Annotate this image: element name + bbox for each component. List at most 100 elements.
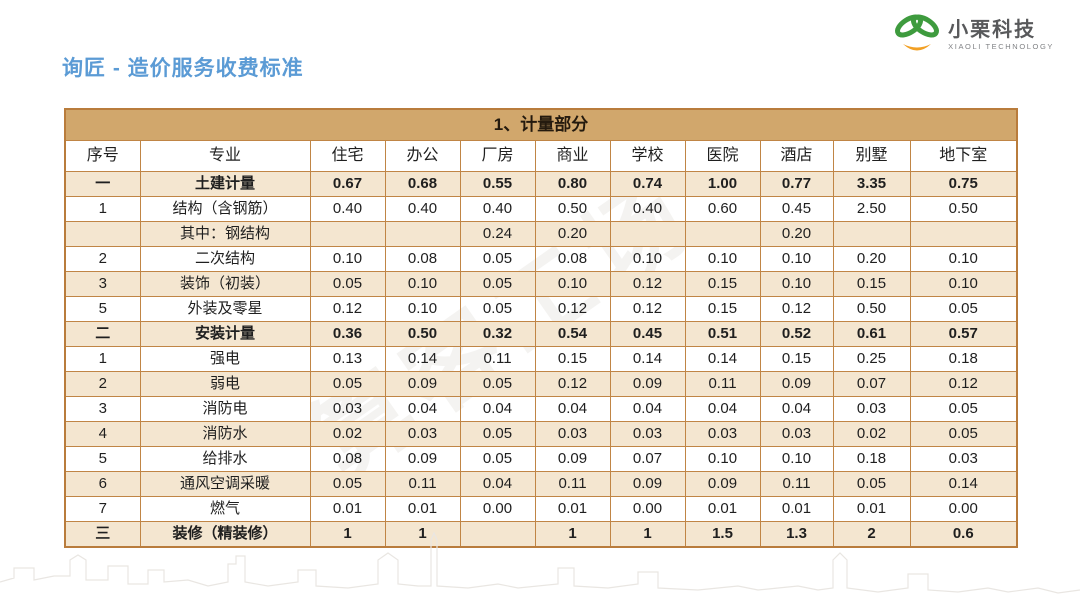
cell-value-3: 1 [534, 521, 611, 548]
cell-value-8: 0.00 [909, 496, 1018, 522]
cell-value-5: 0.04 [684, 396, 761, 422]
cell-value-3: 0.12 [534, 371, 611, 397]
cell-value-1: 0.68 [384, 171, 461, 197]
cell-value-3: 0.15 [534, 346, 611, 372]
cell-value-4: 0.40 [609, 196, 686, 222]
cell-value-0: 0.36 [309, 321, 386, 347]
cell-row-number: 7 [64, 496, 141, 522]
cell-specialty: 燃气 [139, 496, 311, 522]
cell-value-3: 0.09 [534, 446, 611, 472]
cell-value-6: 0.01 [759, 496, 834, 522]
cell-value-2: 0.11 [459, 346, 536, 372]
cell-row-number: 三 [64, 521, 141, 548]
cell-value-8: 0.05 [909, 421, 1018, 447]
table-row: 5 给排水 0.08 0.09 0.05 0.09 0.07 0.10 0.10 0.18 0.03 [64, 446, 1018, 472]
cell-specialty: 二次结构 [139, 246, 311, 272]
cell-value-5: 0.14 [684, 346, 761, 372]
cell-value-6: 0.77 [759, 171, 834, 197]
table-row: 7 燃气 0.01 0.01 0.00 0.01 0.00 0.01 0.01 0.01 0.00 [64, 496, 1018, 522]
table-row: 一土建计量 0.67 0.68 0.55 0.80 0.74 1.00 0.77 3.35 0.7… [64, 171, 1018, 197]
cell-row-number: 1 [64, 196, 141, 222]
column-header-7: 医院 [684, 140, 761, 172]
cell-value-6: 0.11 [759, 471, 834, 497]
city-skyline-graphic [0, 531, 1080, 594]
cell-value-0: 0.67 [309, 171, 386, 197]
cell-value-2: 0.05 [459, 446, 536, 472]
cell-specialty: 结构（含钢筋） [139, 196, 311, 222]
company-logo: 小栗科技 XIAOLI TECHNOLOGY [893, 10, 1054, 61]
cell-value-7: 0.01 [832, 496, 911, 522]
cell-value-3: 0.04 [534, 396, 611, 422]
cell-specialty: 给排水 [139, 446, 311, 472]
cell-value-0: 0.13 [309, 346, 386, 372]
cell-value-4: 0.00 [609, 496, 686, 522]
cell-value-7: 0.15 [832, 271, 911, 297]
table-row: 3 消防电 0.03 0.04 0.04 0.04 0.04 0.04 0.04 0.03 0.05 [64, 396, 1018, 422]
cell-value-1: 0.08 [384, 246, 461, 272]
cell-value-8: 0.10 [909, 246, 1018, 272]
cell-value-2: 0.05 [459, 421, 536, 447]
cell-value-6: 0.52 [759, 321, 834, 347]
cell-specialty: 通风空调采暖 [139, 471, 311, 497]
logo-name-cn: 小栗科技 [948, 19, 1037, 42]
cell-value-2: 0.04 [459, 471, 536, 497]
cell-value-3: 0.01 [534, 496, 611, 522]
cell-value-0: 0.05 [309, 271, 386, 297]
cell-value-3: 0.11 [534, 471, 611, 497]
column-header-0: 序号 [64, 140, 141, 172]
cell-row-number: 3 [64, 396, 141, 422]
cell-specialty: 强电 [139, 346, 311, 372]
column-header-6: 学校 [609, 140, 686, 172]
cell-value-6: 0.20 [759, 221, 834, 247]
table-row: 二安装计量 0.36 0.50 0.32 0.54 0.45 0.51 0.52 0.61 0.5… [64, 321, 1018, 347]
cell-value-6: 1.3 [759, 521, 834, 548]
cell-value-4: 0.74 [609, 171, 686, 197]
table-section-row: 1、计量部分 [64, 108, 1018, 141]
table-row: 3 装饰（初装） 0.05 0.10 0.05 0.10 0.12 0.15 0.10 0.15 0… [64, 271, 1018, 297]
cell-value-4: 0.45 [609, 321, 686, 347]
cell-value-4: 0.04 [609, 396, 686, 422]
cell-value-4: 0.14 [609, 346, 686, 372]
cell-value-7: 3.35 [832, 171, 911, 197]
cell-value-2: 0.55 [459, 171, 536, 197]
cell-value-1: 0.09 [384, 446, 461, 472]
cell-value-2: 0.32 [459, 321, 536, 347]
cell-value-6: 0.10 [759, 271, 834, 297]
cell-value-0: 0.12 [309, 296, 386, 322]
cell-value-8: 0.50 [909, 196, 1018, 222]
cell-value-7: 0.61 [832, 321, 911, 347]
table-row: 4 消防水 0.02 0.03 0.05 0.03 0.03 0.03 0.03 0.02 0.05 [64, 421, 1018, 447]
cell-value-5: 0.01 [684, 496, 761, 522]
cell-row-number: 2 [64, 246, 141, 272]
cell-value-7: 0.07 [832, 371, 911, 397]
table-row: 5 外装及零星 0.12 0.10 0.05 0.12 0.12 0.15 0.12 0.50 0.… [64, 296, 1018, 322]
cell-row-number: 二 [64, 321, 141, 347]
cell-value-3: 0.80 [534, 171, 611, 197]
cell-value-6: 0.10 [759, 446, 834, 472]
cell-value-6: 0.12 [759, 296, 834, 322]
table-row: 1 强电 0.13 0.14 0.11 0.15 0.14 0.14 0.15 0.25 0.18 [64, 346, 1018, 372]
column-header-8: 酒店 [759, 140, 834, 172]
column-header-4: 厂房 [459, 140, 536, 172]
cell-value-8 [909, 221, 1018, 247]
column-header-9: 别墅 [832, 140, 911, 172]
cell-value-3: 0.03 [534, 421, 611, 447]
cell-value-1: 0.01 [384, 496, 461, 522]
cell-value-8: 0.05 [909, 296, 1018, 322]
cell-value-8: 0.18 [909, 346, 1018, 372]
cell-value-7 [832, 221, 911, 247]
cell-row-number: 6 [64, 471, 141, 497]
table-row: 6 通风空调采暖 0.05 0.11 0.04 0.11 0.09 0.09 0.11 0.05 0… [64, 471, 1018, 497]
cell-value-1: 0.10 [384, 296, 461, 322]
cell-value-7: 2 [832, 521, 911, 548]
fee-table: 1、计量部分 序号 专业 住宅 办公 厂房 商业 学校 医院 酒店 别墅 地下室一土建计量 0.67 0.… [64, 108, 1019, 548]
cell-value-5: 1.00 [684, 171, 761, 197]
column-header-5: 商业 [534, 140, 611, 172]
cell-row-number: 5 [64, 446, 141, 472]
cell-value-5: 0.51 [684, 321, 761, 347]
cell-value-7: 0.25 [832, 346, 911, 372]
column-header-2: 住宅 [309, 140, 386, 172]
cell-value-4: 1 [609, 521, 686, 548]
cell-value-1: 0.50 [384, 321, 461, 347]
cell-row-number: 1 [64, 346, 141, 372]
